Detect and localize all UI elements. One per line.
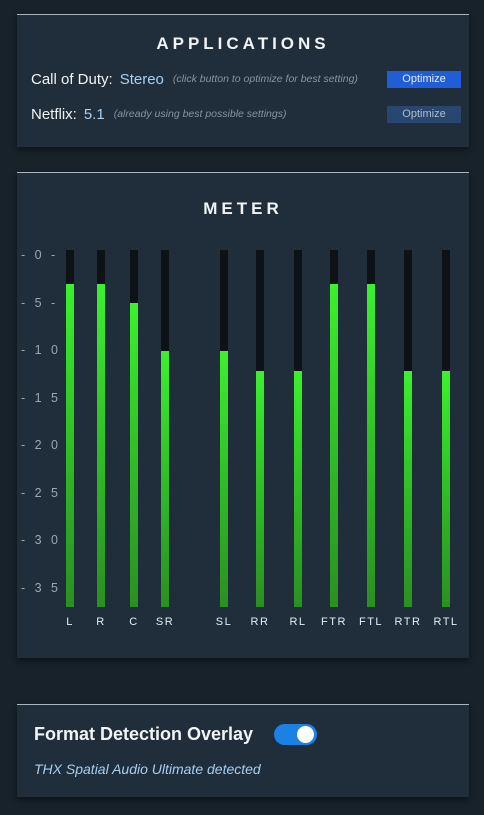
app-format: 5.1: [83, 105, 105, 123]
meter-level-bar: [404, 370, 412, 607]
meter-channel-label: L: [66, 616, 74, 628]
meter-channel-label: RTR: [394, 616, 422, 628]
meter-level-bar: [220, 351, 228, 607]
format-detection-panel: Format Detection Overlay THX Spatial Aud…: [17, 704, 469, 797]
toggle-knob: [297, 726, 314, 743]
app-hint: (already using best possible settings): [113, 108, 287, 120]
meter-channel-r: [97, 250, 105, 607]
meter-channel-rl: [294, 250, 302, 607]
meter-level-bar: [442, 370, 450, 607]
meter-channel-label: FTL: [358, 616, 384, 628]
meter-level-bar: [367, 283, 375, 607]
app-name: Call of Duty:: [31, 70, 113, 88]
meter-channel-rtr: [404, 250, 412, 607]
meter-level-bar: [161, 351, 169, 607]
app-format: Stereo: [119, 70, 164, 88]
meter-scale-label: - 0 -: [21, 248, 59, 262]
meter-channel-rr: [256, 250, 264, 607]
meter-channel-label: SL: [215, 616, 233, 628]
meter-scale-label: - 5 -: [21, 295, 59, 310]
meter-scale-label: - 3 0 -: [21, 533, 75, 548]
meter-level-bar: [330, 283, 338, 607]
applications-panel: APPLICATIONS Call of Duty: Stereo (click…: [17, 14, 469, 147]
app-hint: (click button to optimize for best setti…: [172, 73, 358, 85]
format-detection-toggle[interactable]: [274, 724, 317, 745]
meter-panel: METER - 0 - - 5 - - 1 0 - - 1 5 - - 2 0 - - 2…: [17, 172, 469, 658]
app-row-netflix: Netflix: 5.1 (already using best possibl…: [31, 103, 461, 125]
meter-level-bar: [130, 303, 138, 607]
meter-level-bar: [66, 283, 74, 607]
meter-level-bar: [294, 370, 302, 607]
meter-channel-label: RTL: [433, 616, 459, 628]
meter-channel-c: [130, 250, 138, 607]
meter-scale-label: - 3 5 -: [21, 580, 75, 595]
meter-scale-label: - 1 5 -: [21, 390, 75, 405]
meter-scale-label: - 2 0 -: [21, 438, 75, 453]
format-detection-status: THX Spatial Audio Ultimate detected: [34, 761, 261, 777]
meter-channel-l: [66, 250, 74, 607]
meter-channel-label: FTR: [321, 616, 347, 628]
meter-channel-label: R: [96, 616, 106, 628]
meter-channel-label: RR: [250, 616, 270, 628]
optimize-button-netflix[interactable]: Optimize: [387, 105, 461, 123]
meter-channel-label: C: [129, 616, 139, 628]
meter-scale-label: - 1 0 -: [21, 343, 75, 358]
app-row-call-of-duty: Call of Duty: Stereo (click button to op…: [31, 68, 461, 90]
optimize-button-call-of-duty[interactable]: Optimize: [387, 70, 461, 88]
meter-level-bar: [97, 283, 105, 607]
applications-title: APPLICATIONS: [156, 34, 330, 53]
meter-channel-ftr: [330, 250, 338, 607]
meter-channel-label: SR: [155, 616, 175, 628]
meter-title: METER: [203, 199, 283, 218]
format-detection-title: Format Detection Overlay: [34, 724, 254, 744]
meter-channel-sr: [161, 250, 169, 607]
meter-channel-label: RL: [289, 616, 307, 628]
meter-channel-rtl: [442, 250, 450, 607]
app-name: Netflix:: [31, 105, 77, 123]
meter-channel-ftl: [367, 250, 375, 607]
meter-level-bar: [256, 370, 264, 607]
meter-scale-label: - 2 5 -: [21, 485, 75, 500]
meter-channel-sl: [220, 250, 228, 607]
